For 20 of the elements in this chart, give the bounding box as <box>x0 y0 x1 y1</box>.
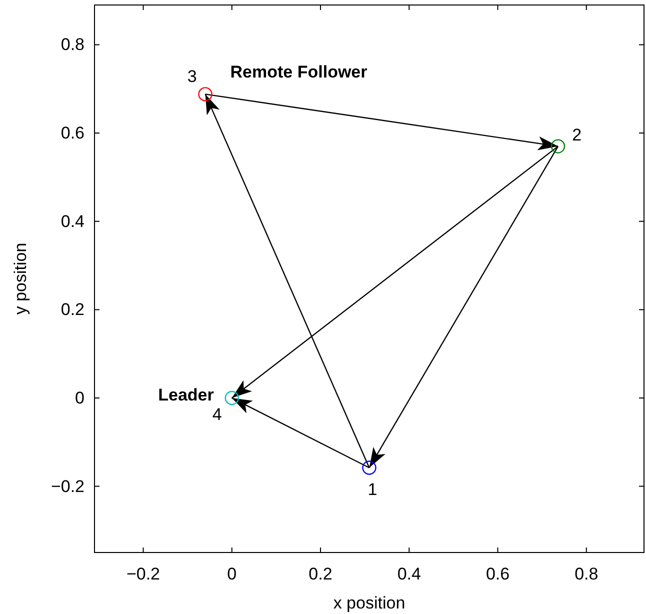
annotation: 3 <box>187 67 197 86</box>
annotation: Remote Follower <box>230 62 368 82</box>
x-tick-label: 0.6 <box>486 564 510 584</box>
annotation: Leader <box>158 385 214 404</box>
y-tick-label: 0.6 <box>60 124 84 143</box>
x-tick-label: 0 <box>227 564 237 584</box>
x-tick-label: −0.2 <box>126 564 160 584</box>
y-tick-label: 0 <box>75 388 84 408</box>
y-tick-label: 0.2 <box>60 300 84 320</box>
y-tick-label: −0.2 <box>50 476 84 496</box>
x-tick-label: 0.2 <box>308 564 332 584</box>
x-tick-label: 0.8 <box>574 564 598 584</box>
y-axis-title: y position <box>11 242 30 315</box>
y-tick-label: 0.4 <box>60 212 84 231</box>
annotation: 4 <box>212 404 222 424</box>
x-tick-label: 0.4 <box>397 564 421 584</box>
annotation: 2 <box>572 125 582 144</box>
x-axis-title: x position <box>333 594 406 612</box>
annotation: 1 <box>368 480 378 499</box>
y-tick-label: 0.8 <box>60 35 84 54</box>
